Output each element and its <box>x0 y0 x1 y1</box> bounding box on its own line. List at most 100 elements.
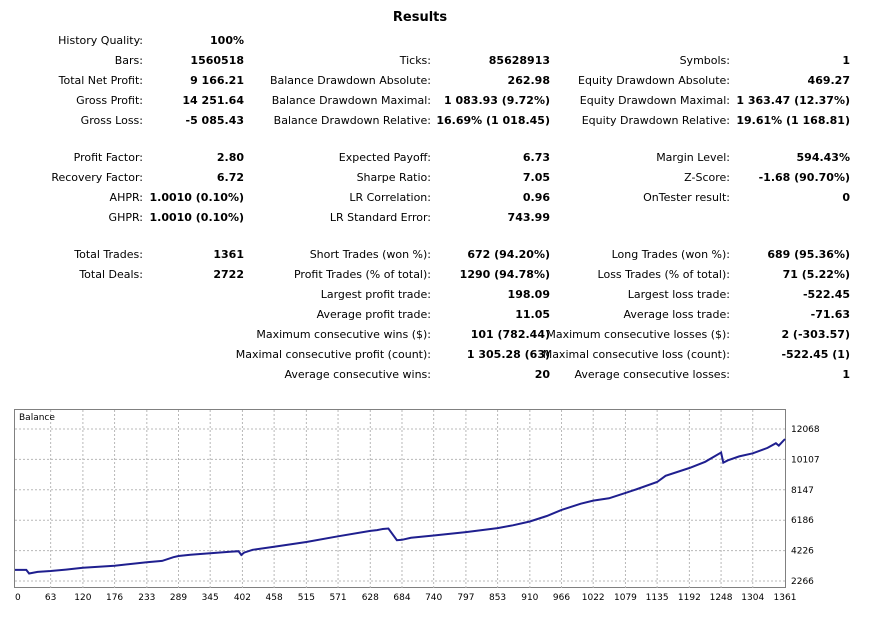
z-score-value: -1.68 (90.70%) <box>758 171 850 184</box>
chart-grid <box>15 410 785 588</box>
x-tick-label: 1022 <box>582 593 605 603</box>
ahpr-label: AHPR: <box>109 191 143 204</box>
average-profit-trade-value: 11.05 <box>515 308 550 321</box>
y-tick-label: 6186 <box>791 516 814 526</box>
lr-standard-error-label: LR Standard Error: <box>329 211 431 224</box>
average-consecutive-wins-value: 20 <box>534 368 550 381</box>
ghpr-value: 1.0010 (0.10%) <box>149 211 245 224</box>
x-tick-label: 910 <box>521 593 538 603</box>
profit-trades-value: 1290 (94.78%) <box>459 268 550 281</box>
y-tick-label: 2266 <box>791 577 814 587</box>
equity-drawdown-maximal-value: 1 363.47 (12.37%) <box>736 94 850 107</box>
z-score-label: Z-Score: <box>684 171 730 184</box>
maximal-consecutive-loss-value: -522.45 (1) <box>781 348 850 361</box>
short-trades-value: 672 (94.20%) <box>467 248 550 261</box>
balance-series-line <box>15 438 786 575</box>
long-trades-label: Long Trades (won %): <box>611 248 730 261</box>
lr-correlation-value: 0.96 <box>522 191 550 204</box>
margin-level-label: Margin Level: <box>656 151 730 164</box>
loss-trades-value: 71 (5.22%) <box>782 268 850 281</box>
bars-label: Bars: <box>114 54 143 67</box>
x-tick-label: 458 <box>266 593 283 603</box>
results-title: Results <box>392 10 448 25</box>
balance-drawdown-maximal-label: Balance Drawdown Maximal: <box>271 94 431 107</box>
balance-drawdown-absolute-value: 262.98 <box>507 74 550 87</box>
maximal-consecutive-loss-label: Maximal consecutive loss (count): <box>542 348 730 361</box>
largest-profit-trade-value: 198.09 <box>507 288 550 301</box>
margin-level-value: 594.43% <box>796 151 850 164</box>
equity-drawdown-absolute-value: 469.27 <box>807 74 850 87</box>
x-tick-label: 628 <box>362 593 379 603</box>
recovery-factor-value: 6.72 <box>216 171 244 184</box>
history-quality-label: History Quality: <box>58 34 143 47</box>
short-trades-label: Short Trades (won %): <box>309 248 431 261</box>
recovery-factor-label: Recovery Factor: <box>51 171 143 184</box>
expected-payoff-value: 6.73 <box>522 151 550 164</box>
y-tick-label: 10107 <box>791 455 820 465</box>
maximal-consecutive-profit-value: 1 305.28 (63) <box>466 348 550 361</box>
balance-drawdown-absolute-label: Balance Drawdown Absolute: <box>269 74 431 87</box>
symbols-value: 1 <box>842 54 850 67</box>
y-tick-label: 4226 <box>791 547 814 557</box>
gross-loss-label: Gross Loss: <box>80 114 143 127</box>
x-axis-ticks: 0 63 120 176 233 289 345 402 458 515 571 628 684 740 7… <box>15 593 796 603</box>
x-tick-label: 233 <box>138 593 155 603</box>
profit-trades-label: Profit Trades (% of total): <box>293 268 431 281</box>
total-trades-label: Total Trades: <box>74 248 143 261</box>
x-tick-label: 740 <box>425 593 442 603</box>
x-tick-label: 966 <box>553 593 570 603</box>
total-deals-value: 2722 <box>213 268 244 281</box>
plot-frame <box>14 409 786 588</box>
max-consecutive-losses-label: Maximum consecutive losses ($): <box>546 328 730 341</box>
maximal-consecutive-profit-label: Maximal consecutive profit (count): <box>235 348 431 361</box>
y-axis-ticks: 12068 10107 8147 6186 4226 2266 <box>791 425 820 587</box>
x-tick-label: 515 <box>298 593 315 603</box>
profit-factor-label: Profit Factor: <box>73 151 143 164</box>
largest-loss-trade-label: Largest loss trade: <box>627 288 730 301</box>
x-tick-label: 853 <box>489 593 506 603</box>
y-tick-label: 12068 <box>791 425 820 435</box>
balance-drawdown-relative-label: Balance Drawdown Relative: <box>273 114 431 127</box>
total-trades-value: 1361 <box>213 248 244 261</box>
chart-legend-label: Balance <box>19 413 55 423</box>
symbols-label: Symbols: <box>679 54 730 67</box>
sharpe-ratio-value: 7.05 <box>522 171 550 184</box>
ticks-value: 85628913 <box>488 54 550 67</box>
equity-drawdown-relative-value: 19.61% (1 168.81) <box>736 114 850 127</box>
x-tick-label: 1304 <box>741 593 764 603</box>
sharpe-ratio-label: Sharpe Ratio: <box>356 171 431 184</box>
balance-chart-svg: 12068 10107 8147 6186 4226 2266 0 63 120 176 233 2… <box>14 409 820 603</box>
loss-trades-label: Loss Trades (% of total): <box>597 268 730 281</box>
gross-profit-label: Gross Profit: <box>76 94 143 107</box>
lr-standard-error-value: 743.99 <box>507 211 550 224</box>
lr-correlation-label: LR Correlation: <box>349 191 431 204</box>
total-net-profit-label: Total Net Profit: <box>58 74 143 87</box>
x-tick-label: 1192 <box>678 593 701 603</box>
long-trades-value: 689 (95.36%) <box>767 248 850 261</box>
bars-value: 1560518 <box>190 54 244 67</box>
x-tick-label: 1079 <box>614 593 637 603</box>
equity-drawdown-maximal-label: Equity Drawdown Maximal: <box>579 94 730 107</box>
x-tick-label: 402 <box>234 593 251 603</box>
max-consecutive-losses-value: 2 (-303.57) <box>781 328 850 341</box>
average-loss-trade-label: Average loss trade: <box>623 308 730 321</box>
x-tick-label: 1361 <box>774 593 797 603</box>
balance-drawdown-relative-value: 16.69% (1 018.45) <box>436 114 550 127</box>
x-tick-label: 0 <box>15 593 21 603</box>
x-tick-label: 571 <box>329 593 346 603</box>
average-consecutive-losses-value: 1 <box>842 368 850 381</box>
profit-factor-value: 2.80 <box>216 151 244 164</box>
expected-payoff-label: Expected Payoff: <box>338 151 431 164</box>
x-tick-label: 797 <box>457 593 474 603</box>
ontester-result-label: OnTester result: <box>643 191 730 204</box>
largest-profit-trade-label: Largest profit trade: <box>320 288 431 301</box>
x-tick-label: 63 <box>45 593 56 603</box>
max-consecutive-wins-label: Maximum consecutive wins ($): <box>256 328 431 341</box>
y-tick-label: 8147 <box>791 486 814 496</box>
x-tick-label: 345 <box>202 593 219 603</box>
x-tick-label: 120 <box>74 593 91 603</box>
ticks-label: Ticks: <box>399 54 431 67</box>
gross-profit-value: 14 251.64 <box>182 94 244 107</box>
gross-loss-value: -5 085.43 <box>185 114 245 127</box>
average-profit-trade-label: Average profit trade: <box>316 308 431 321</box>
